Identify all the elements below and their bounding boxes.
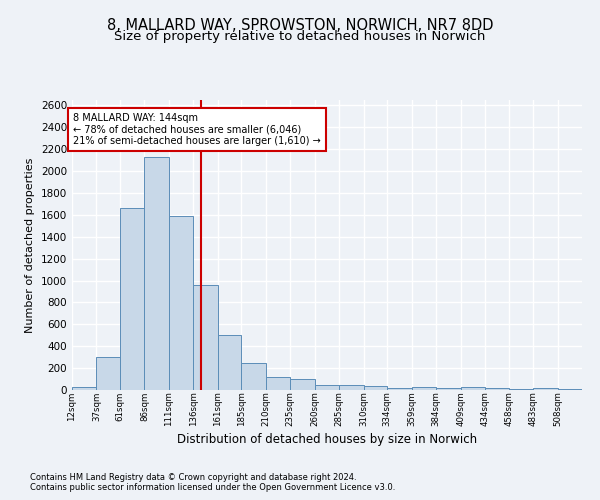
Bar — [364, 386, 387, 390]
Bar — [145, 157, 169, 390]
Y-axis label: Number of detached properties: Number of detached properties — [25, 158, 35, 332]
Bar — [436, 388, 461, 390]
Text: Contains public sector information licensed under the Open Government Licence v3: Contains public sector information licen… — [30, 484, 395, 492]
Text: Contains HM Land Registry data © Crown copyright and database right 2024.: Contains HM Land Registry data © Crown c… — [30, 472, 356, 482]
Bar — [412, 388, 436, 390]
Bar — [290, 379, 315, 390]
Bar — [218, 334, 241, 390]
Bar — [266, 377, 290, 390]
Bar — [169, 216, 193, 390]
Bar — [315, 384, 339, 390]
X-axis label: Distribution of detached houses by size in Norwich: Distribution of detached houses by size … — [177, 433, 477, 446]
Bar — [97, 357, 120, 390]
Bar — [339, 384, 364, 390]
Text: Size of property relative to detached houses in Norwich: Size of property relative to detached ho… — [115, 30, 485, 43]
Bar — [485, 388, 509, 390]
Bar — [387, 388, 412, 390]
Bar — [461, 388, 485, 390]
Text: 8 MALLARD WAY: 144sqm
← 78% of detached houses are smaller (6,046)
21% of semi-d: 8 MALLARD WAY: 144sqm ← 78% of detached … — [73, 113, 321, 146]
Bar — [241, 362, 266, 390]
Bar — [193, 285, 218, 390]
Bar — [120, 208, 145, 390]
Bar — [533, 388, 557, 390]
Text: 8, MALLARD WAY, SPROWSTON, NORWICH, NR7 8DD: 8, MALLARD WAY, SPROWSTON, NORWICH, NR7 … — [107, 18, 493, 32]
Bar — [72, 388, 97, 390]
